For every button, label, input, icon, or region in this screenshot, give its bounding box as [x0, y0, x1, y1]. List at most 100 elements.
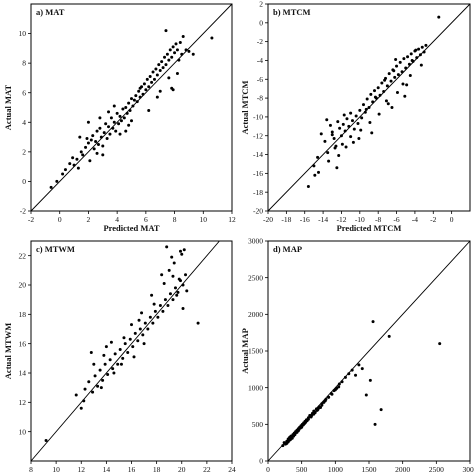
- data-point: [359, 128, 363, 132]
- x-tick-label: 8: [29, 465, 33, 474]
- x-tick-label: 0: [450, 215, 454, 224]
- data-point: [182, 248, 186, 252]
- data-point: [382, 90, 386, 94]
- y-tick-label: 10: [19, 29, 27, 38]
- data-point: [354, 114, 358, 118]
- data-point: [335, 166, 339, 170]
- panel-map: 0 500 1000 1500 2000 2500 3000 0 500 1000 1500 2000…: [240, 237, 474, 474]
- data-point: [308, 414, 312, 418]
- data-point: [146, 327, 150, 331]
- y-tick-label: 2: [22, 147, 26, 156]
- data-point: [177, 58, 181, 62]
- data-point: [330, 133, 334, 137]
- data-point: [395, 90, 399, 94]
- x-tick-label: 500: [296, 465, 308, 474]
- data-point: [116, 362, 120, 366]
- data-point: [389, 79, 393, 83]
- data-point: [418, 53, 422, 57]
- x-tick-label: 18: [153, 465, 161, 474]
- data-point: [98, 116, 102, 120]
- x-tick-label: 0: [58, 215, 62, 224]
- x-tick-label: -10: [355, 215, 365, 224]
- data-point: [166, 304, 170, 308]
- data-point: [158, 304, 162, 308]
- data-point: [118, 114, 122, 118]
- data-point: [422, 50, 426, 54]
- data-point: [138, 86, 142, 90]
- data-point: [171, 274, 175, 278]
- data-point: [383, 78, 387, 82]
- x-tick-label: 12: [78, 465, 86, 474]
- data-point: [315, 408, 319, 412]
- x-tick-label: -12: [336, 215, 346, 224]
- x-tick-label: -14: [318, 215, 328, 224]
- data-point: [137, 318, 141, 322]
- y-tick-label: 1000: [248, 383, 263, 392]
- data-point: [81, 153, 85, 157]
- panel-title: d) MAP: [273, 244, 302, 254]
- x-tick-label: -6: [393, 215, 399, 224]
- data-point: [312, 412, 316, 416]
- y-tick-label: 18: [19, 310, 27, 319]
- data-point: [107, 125, 111, 129]
- data-point: [131, 104, 135, 108]
- data-point: [96, 142, 100, 146]
- data-point: [408, 74, 412, 78]
- data-point: [115, 111, 119, 115]
- data-point: [163, 298, 167, 302]
- data-point: [352, 127, 356, 131]
- data-point: [347, 372, 351, 376]
- plot-frame: [30, 3, 233, 212]
- data-point: [135, 100, 139, 104]
- x-tick-label: -20: [263, 215, 273, 224]
- y-axis-label: Actual MAP: [240, 328, 250, 374]
- data-point: [124, 129, 128, 133]
- data-point: [161, 309, 165, 313]
- y-tick-label: 2000: [248, 310, 263, 319]
- data-point: [175, 71, 179, 75]
- data-point: [96, 384, 100, 388]
- data-point: [409, 52, 413, 56]
- data-point: [82, 399, 86, 403]
- data-point: [343, 129, 347, 133]
- data-point: [401, 82, 405, 86]
- data-point: [313, 173, 317, 177]
- data-point: [414, 48, 418, 52]
- data-point: [379, 408, 383, 412]
- data-point: [111, 126, 115, 130]
- data-point: [405, 83, 409, 87]
- y-axis-label: Actual MAT: [3, 84, 13, 130]
- data-point: [170, 55, 174, 59]
- data-point: [368, 121, 372, 125]
- data-point: [106, 372, 110, 376]
- data-point: [152, 77, 156, 81]
- data-point: [164, 63, 168, 67]
- y-tick-label: -12: [253, 131, 263, 140]
- data-point: [44, 438, 48, 442]
- data-point: [130, 323, 133, 327]
- data-point: [323, 399, 327, 403]
- data-point: [93, 374, 97, 378]
- data-point: [349, 111, 353, 115]
- data-point: [118, 348, 122, 352]
- data-point: [336, 120, 340, 124]
- data-point: [158, 89, 162, 93]
- data-point: [390, 106, 394, 109]
- data-point: [131, 345, 135, 349]
- data-point: [340, 380, 344, 384]
- data-point: [387, 334, 391, 338]
- data-point: [393, 75, 397, 79]
- data-point: [88, 159, 92, 163]
- data-point: [328, 123, 332, 127]
- data-point: [337, 153, 341, 157]
- data-point: [396, 73, 400, 77]
- data-point: [343, 375, 347, 379]
- data-point: [107, 110, 111, 114]
- data-point: [340, 142, 344, 146]
- data-point: [285, 441, 289, 445]
- data-point: [89, 138, 93, 142]
- y-tick-label: 0: [259, 18, 263, 27]
- y-tick-label: -20: [253, 207, 263, 216]
- data-point: [295, 430, 299, 434]
- y-tick-label: 0: [259, 457, 263, 466]
